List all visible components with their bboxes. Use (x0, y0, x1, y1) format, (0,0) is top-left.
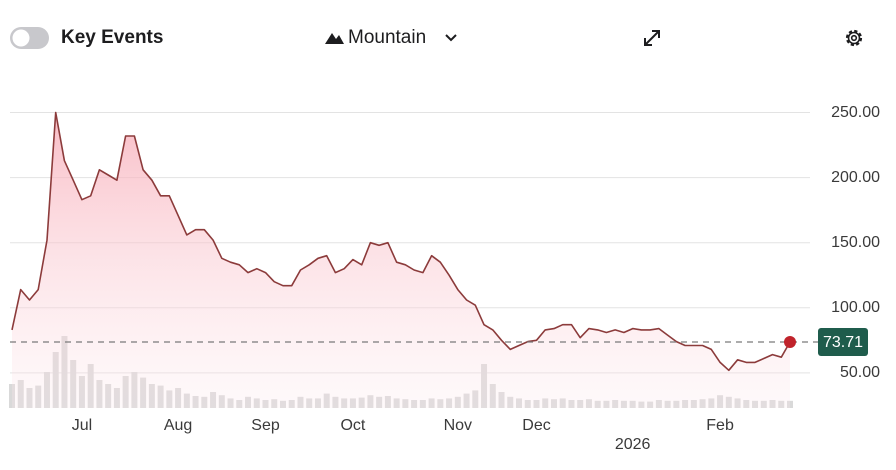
y-tick-label: 100.00 (831, 299, 880, 316)
area-fill (12, 112, 790, 408)
y-tick-label: 50.00 (840, 364, 880, 381)
toggle-knob[interactable] (12, 29, 30, 47)
last-price-dot (784, 335, 796, 348)
y-tick-label: 250.00 (831, 104, 880, 121)
x-tick-label: 2026 (615, 436, 651, 453)
settings-icon[interactable] (845, 29, 863, 47)
expand-icon[interactable] (644, 30, 660, 46)
last-price-badge (818, 327, 868, 356)
x-tick-label: Aug (164, 417, 192, 434)
x-tick-label: Jul (72, 417, 92, 434)
x-tick-label: Nov (444, 417, 472, 434)
x-tick-label: Dec (522, 417, 550, 434)
events-toggle[interactable] (10, 27, 49, 49)
last-price-label: 73.71 (823, 334, 863, 351)
chart-style-select[interactable]: Mountain (348, 27, 426, 48)
mountain-icon[interactable] (325, 33, 344, 44)
chevron[interactable] (445, 34, 457, 42)
y-tick-label: 150.00 (831, 234, 880, 251)
price-line (11, 111, 791, 372)
x-tick-label: Sep (251, 417, 280, 434)
x-tick-label: Feb (706, 417, 734, 434)
x-tick-label: Oct (340, 417, 365, 434)
plot-area: 50.00 100.00 150.00 200.00 250.00 Jul Aug Sep Oc… (9, 104, 880, 453)
y-tick-label: 200.00 (831, 169, 880, 186)
events-label[interactable]: Key Events (61, 27, 163, 48)
